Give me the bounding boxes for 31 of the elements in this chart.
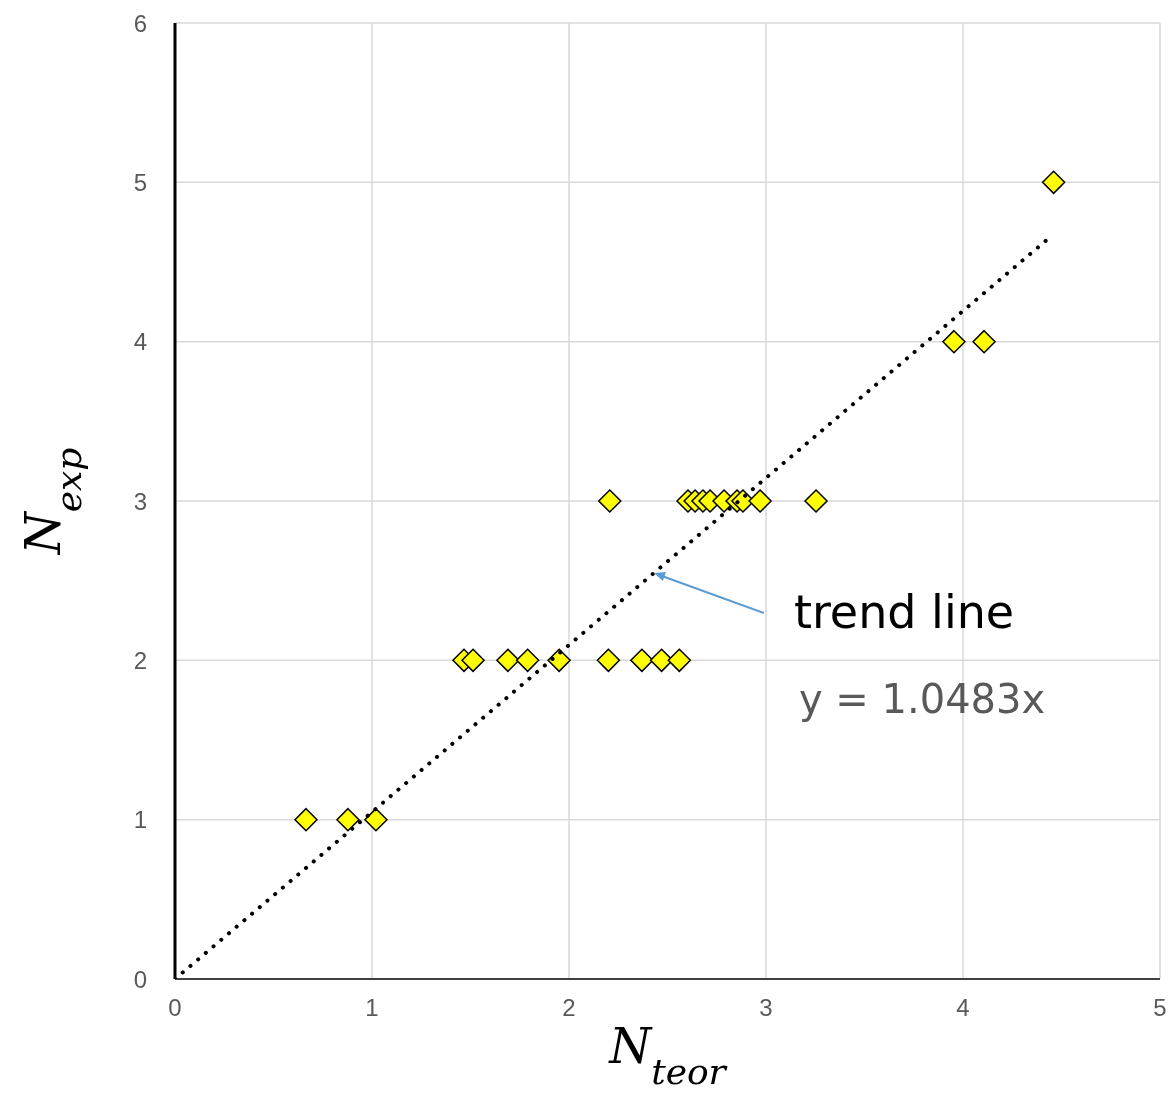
point bbox=[598, 489, 622, 513]
point bbox=[596, 648, 621, 673]
y-tick-label: 4 bbox=[133, 328, 147, 356]
x-tick-label: 1 bbox=[365, 994, 379, 1022]
point bbox=[364, 807, 388, 832]
x-tick-label: 0 bbox=[168, 994, 182, 1022]
y-tick-label: 0 bbox=[133, 965, 147, 993]
point bbox=[667, 648, 692, 673]
y-tick-label: 1 bbox=[133, 806, 147, 834]
y-tick-label: 5 bbox=[133, 168, 147, 196]
annotation: trend line bbox=[793, 584, 1015, 639]
x-tick-label: 5 bbox=[1153, 994, 1167, 1022]
annotation: y = 1.0483x bbox=[798, 675, 1046, 722]
point bbox=[942, 329, 966, 354]
point bbox=[461, 648, 485, 673]
y-tick-label: 3 bbox=[133, 487, 147, 515]
point bbox=[804, 489, 828, 513]
point bbox=[630, 648, 654, 673]
y-tick-label: 2 bbox=[133, 646, 147, 674]
x-axis-title: N$_{teor}$ bbox=[608, 1018, 728, 1092]
point bbox=[748, 489, 772, 513]
point bbox=[336, 807, 360, 832]
point bbox=[294, 807, 318, 832]
x-tick-label: 4 bbox=[956, 994, 970, 1022]
point bbox=[1041, 170, 1066, 195]
x-tick-label: 3 bbox=[759, 994, 773, 1022]
y-tick-label: 6 bbox=[133, 9, 147, 37]
point bbox=[972, 329, 996, 354]
x-tick-label: 2 bbox=[562, 994, 576, 1022]
point bbox=[515, 648, 540, 673]
point bbox=[496, 648, 520, 673]
